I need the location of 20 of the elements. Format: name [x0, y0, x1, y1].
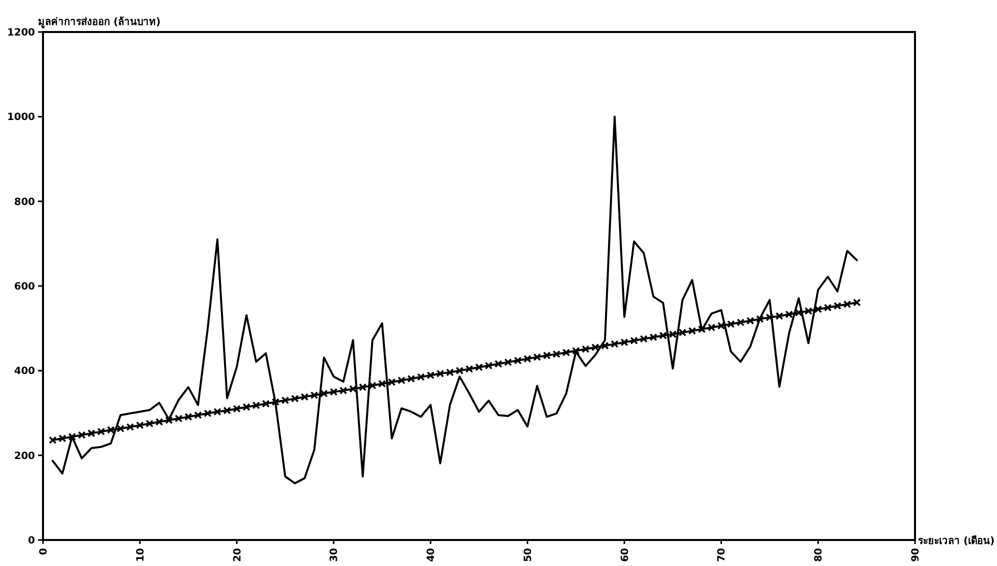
y-tick-label: 200: [14, 450, 36, 462]
x-axis-title: ระยะเวลา (เดือน): [918, 535, 995, 547]
x-tick-label: 40: [426, 548, 438, 562]
y-tick-label: 400: [14, 366, 36, 378]
y-tick-label: 800: [14, 196, 36, 208]
line-series: [52, 116, 858, 484]
x-tick-label: 30: [329, 548, 340, 562]
x-tick-label: 10: [135, 548, 146, 562]
x-tick-label: 60: [620, 548, 631, 562]
y-tick-label: 1200: [7, 28, 36, 38]
x-tick-label: 50: [522, 548, 534, 562]
x-tick-label: 80: [814, 548, 825, 562]
y-tick-label: 600: [14, 282, 36, 292]
x-tick-label: 0: [38, 548, 50, 555]
x-tick-label: 70: [716, 548, 728, 562]
x-tick-label: 20: [232, 548, 244, 562]
y-tick-label: 0: [28, 536, 36, 546]
x-tick-label: 90: [910, 548, 922, 562]
y-axis-title: มูลค่าการส่งออก (ล้านบาท): [38, 16, 161, 29]
y-tick-label: 1000: [7, 112, 36, 124]
